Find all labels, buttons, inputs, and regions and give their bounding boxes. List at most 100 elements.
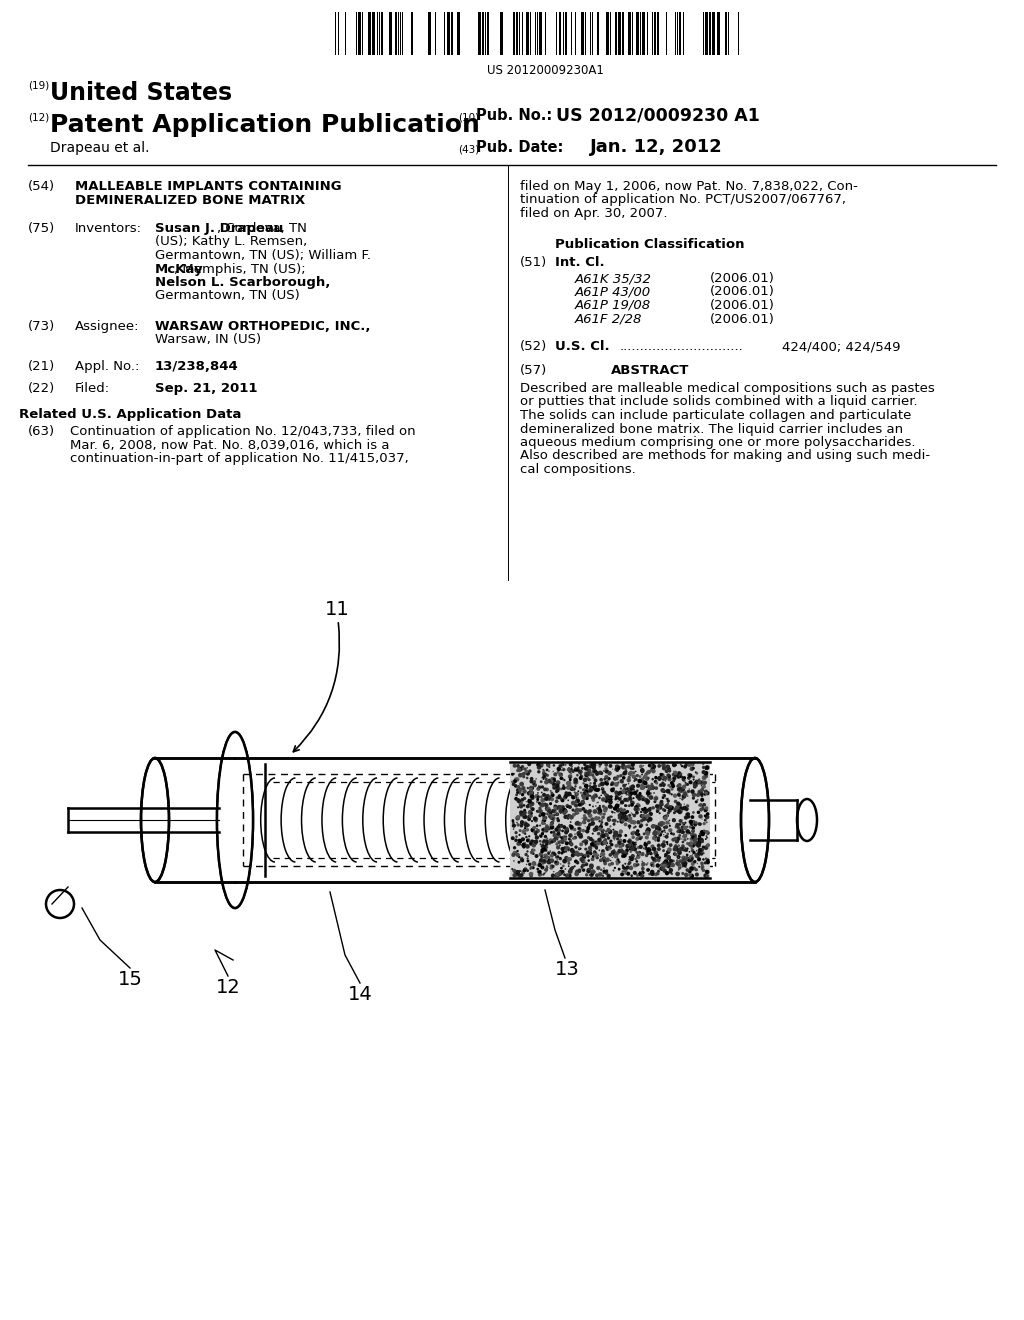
Point <box>569 813 586 834</box>
Point <box>662 816 678 837</box>
Point <box>668 828 684 849</box>
Point <box>512 830 528 851</box>
Point <box>547 764 563 785</box>
Point <box>534 846 550 867</box>
Point <box>594 809 610 830</box>
Point <box>687 772 703 793</box>
Point <box>696 813 713 834</box>
Point <box>623 838 639 859</box>
Point <box>634 826 650 847</box>
Bar <box>516 12 518 55</box>
Point <box>548 781 564 803</box>
Point <box>680 785 696 807</box>
Point <box>691 849 708 870</box>
Point <box>645 756 662 777</box>
Point <box>602 755 618 776</box>
Point <box>598 784 614 805</box>
Point <box>580 854 596 875</box>
Point <box>612 799 629 820</box>
Point <box>562 760 579 781</box>
Bar <box>381 12 383 55</box>
Point <box>582 763 598 784</box>
Point <box>664 822 680 843</box>
Text: filed on Apr. 30, 2007.: filed on Apr. 30, 2007. <box>520 207 668 220</box>
Point <box>570 843 587 865</box>
Point <box>673 810 689 832</box>
Point <box>601 809 617 830</box>
Point <box>641 820 657 841</box>
Bar <box>654 12 656 55</box>
Point <box>674 788 690 809</box>
Point <box>668 762 684 783</box>
Point <box>544 832 560 853</box>
Point <box>541 851 557 873</box>
Point <box>692 813 709 834</box>
Point <box>641 832 657 853</box>
Point <box>609 759 626 780</box>
Point <box>550 863 566 884</box>
Point <box>584 863 600 884</box>
Point <box>592 863 608 884</box>
Point <box>656 807 673 828</box>
Point <box>546 830 562 851</box>
Point <box>558 841 574 862</box>
Text: US 2012/0009230 A1: US 2012/0009230 A1 <box>556 106 760 124</box>
Point <box>581 810 597 832</box>
Point <box>606 821 623 842</box>
Point <box>595 825 611 846</box>
Point <box>557 830 573 851</box>
Point <box>675 863 691 884</box>
Point <box>553 862 569 883</box>
Point <box>581 760 597 781</box>
Point <box>566 828 583 849</box>
Point <box>602 789 618 810</box>
Point <box>567 772 584 793</box>
Point <box>625 826 641 847</box>
Point <box>581 764 597 785</box>
Point <box>699 866 716 887</box>
Point <box>531 805 548 826</box>
Point <box>658 805 675 826</box>
Point <box>583 780 599 801</box>
Point <box>585 862 601 883</box>
Point <box>562 812 579 833</box>
Point <box>532 825 549 846</box>
Point <box>543 814 559 836</box>
Point <box>560 805 577 826</box>
Point <box>638 789 654 810</box>
Point <box>575 787 592 808</box>
Point <box>623 841 639 862</box>
Point <box>520 763 537 784</box>
Point <box>526 833 543 854</box>
Point <box>514 803 530 824</box>
Point <box>586 758 602 779</box>
Point <box>581 770 597 791</box>
Point <box>558 833 574 854</box>
Point <box>690 801 707 822</box>
Point <box>558 783 574 804</box>
Point <box>617 858 634 879</box>
Point <box>693 821 710 842</box>
Point <box>516 859 532 880</box>
Text: (54): (54) <box>28 180 55 193</box>
Point <box>613 771 630 792</box>
Point <box>695 793 712 814</box>
Point <box>696 772 713 793</box>
Point <box>586 834 602 855</box>
Point <box>677 851 693 873</box>
Point <box>693 853 710 874</box>
Point <box>560 850 577 871</box>
Point <box>544 789 560 810</box>
Point <box>696 776 713 797</box>
Point <box>624 791 640 812</box>
Point <box>612 781 629 803</box>
Bar <box>606 12 609 55</box>
Point <box>609 766 626 787</box>
Point <box>699 807 716 828</box>
Point <box>654 764 671 785</box>
Point <box>699 783 716 804</box>
Point <box>647 788 664 809</box>
Bar <box>636 12 639 55</box>
Point <box>635 772 651 793</box>
Point <box>584 755 600 776</box>
